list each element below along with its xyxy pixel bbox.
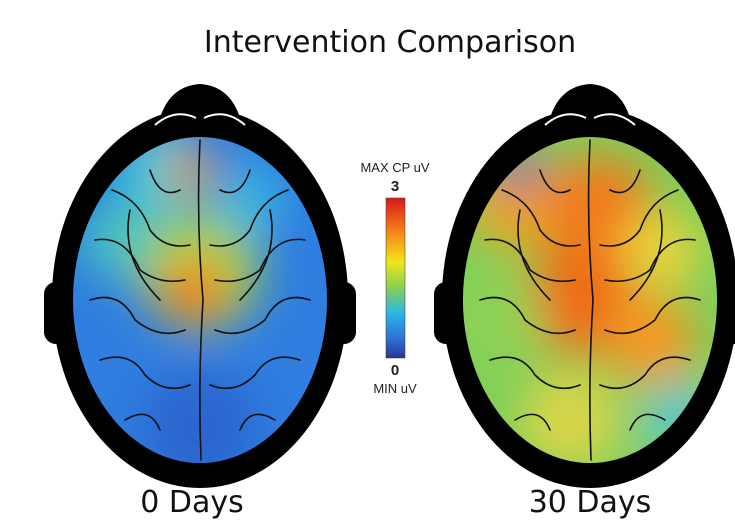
- figure: Intervention Comparison: [0, 0, 735, 521]
- page: {"title": "Intervention Comparison", "pa…: [0, 0, 735, 521]
- brain-30-days: [434, 84, 735, 488]
- title: Intervention Comparison: [204, 25, 576, 60]
- colorbar-scale: [386, 198, 405, 358]
- colorbar-min-label: MIN uV: [373, 381, 417, 396]
- colorbar-min: 0: [391, 362, 399, 379]
- colorbar-max-label: MAX CP uV: [360, 160, 429, 175]
- colorbar-max: 3: [391, 178, 399, 195]
- colorbar: MAX CP uV 3 0 MIN uV: [360, 160, 429, 396]
- panel-label: 30 Days: [529, 485, 652, 520]
- panel-label: 0 Days: [140, 485, 244, 520]
- brain-0-days: [44, 84, 356, 490]
